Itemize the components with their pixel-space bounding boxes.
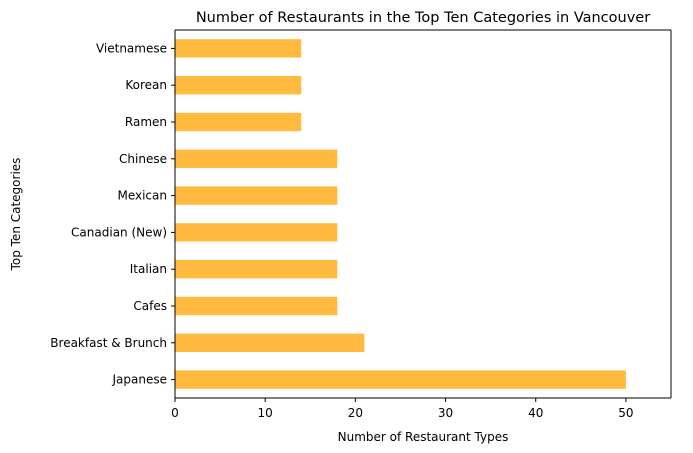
y-tick-label-ramen: Ramen <box>125 115 167 129</box>
x-tick-label-50: 50 <box>618 406 633 420</box>
bar-korean <box>175 76 302 95</box>
x-tick-label-30: 30 <box>438 406 453 420</box>
bar-canadian-new <box>175 223 338 242</box>
y-tick-label-chinese: Chinese <box>119 152 167 166</box>
y-tick-label-breakfast-and-brunch: Breakfast & Brunch <box>50 336 167 350</box>
x-tick-label-40: 40 <box>528 406 543 420</box>
axes-layer <box>174 29 672 399</box>
bar-breakfast-and-brunch <box>175 333 365 352</box>
bar-mexican <box>175 186 338 205</box>
bar-ramen <box>175 112 302 132</box>
y-axis-label: Top Ten Categories <box>9 158 23 272</box>
x-axis-label: Number of Restaurant Types <box>338 430 509 444</box>
bar-cafes <box>175 296 338 316</box>
x-tick-label-10: 10 <box>258 406 273 420</box>
y-tick-label-italian: Italian <box>130 262 167 276</box>
bar-vietnamese <box>175 39 302 58</box>
bar-chinese <box>175 149 338 168</box>
x-tick-label-20: 20 <box>348 406 363 420</box>
chart-title: Number of Restaurants in the Top Ten Cat… <box>196 10 650 26</box>
bar-japanese <box>175 370 626 389</box>
y-tick-label-vietnamese: Vietnamese <box>96 41 167 55</box>
y-tick-label-cafes: Cafes <box>133 299 167 313</box>
x-tick-label-0: 0 <box>171 406 179 420</box>
ticks-layer: Japanese Breakfast & Brunch Cafes Italian Ca… <box>50 41 633 420</box>
y-tick-label-canadian-new: Canadian (New) <box>71 225 167 239</box>
y-tick-label-japanese: Japanese <box>112 373 168 387</box>
bar-italian <box>175 260 338 279</box>
y-tick-label-korean: Korean <box>125 78 167 92</box>
bars-layer <box>175 39 626 389</box>
y-tick-label-mexican: Mexican <box>117 189 167 203</box>
